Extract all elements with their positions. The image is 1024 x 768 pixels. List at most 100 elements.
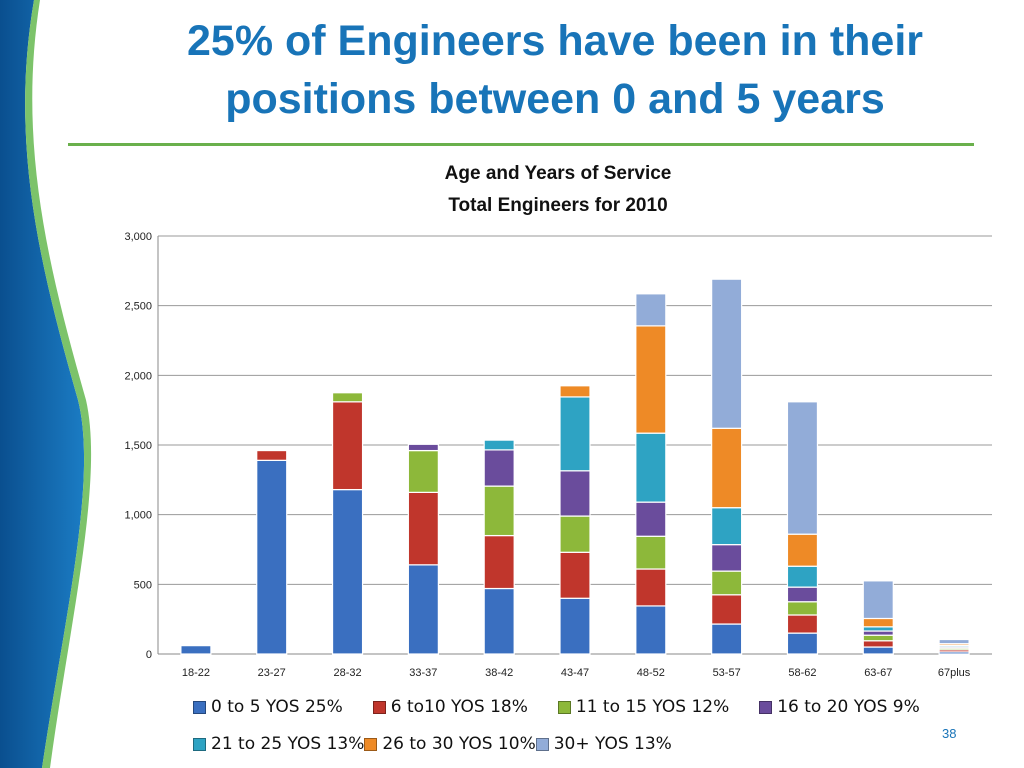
bar-segment: [635, 293, 667, 327]
legend-swatch: [759, 700, 773, 714]
y-tick-label: 2,000: [124, 370, 152, 382]
legend-item: 30+ YOS 13%: [535, 734, 672, 754]
bar-segment: [711, 623, 743, 655]
bar-segment: [711, 570, 743, 596]
bar-segment: [635, 432, 667, 503]
slide-title-line-2: positions between 0 and 5 years: [225, 75, 885, 123]
chart-title: Age and Years of Service: [445, 163, 672, 184]
legend-swatch: [372, 700, 386, 714]
bar-segment: [786, 614, 819, 634]
x-tick-label: 28-32: [333, 667, 361, 679]
y-tick-label: 1,500: [124, 440, 152, 452]
x-tick-label: 38-42: [485, 667, 513, 679]
decorative-wave: [0, 0, 92, 768]
bar-segment: [786, 601, 819, 616]
legend-row-1: 0 to 5 YOS 25% 6 to10 YOS 18% 11 to 15 YOS…: [193, 694, 920, 720]
bar-segment: [711, 594, 743, 625]
bar-segment: [862, 634, 894, 642]
slide-title: 25% of Engineers have been in their posi…: [90, 12, 1020, 128]
legend-swatch: [193, 737, 206, 751]
bar-segment: [407, 449, 439, 493]
bar-segment: [711, 544, 743, 572]
x-tick-label: 58-62: [788, 667, 816, 679]
bar-segment: [407, 564, 439, 655]
y-tick-label: 1,000: [124, 510, 152, 522]
bar-segment: [635, 568, 667, 607]
legend-label: 11 to 15 YOS 12%: [575, 697, 730, 717]
bar-segment: [862, 630, 894, 636]
x-tick-label: 43-47: [561, 667, 589, 679]
legend-swatch: [193, 700, 206, 714]
x-tick-label: 67plus: [938, 667, 971, 679]
bar-segment: [711, 278, 743, 429]
x-tick-label: 33-37: [409, 667, 437, 679]
x-tick-label: 63-67: [864, 667, 892, 679]
bar-segment: [407, 491, 439, 566]
y-tick-label: 2,500: [124, 301, 152, 313]
bar-segment: [862, 580, 894, 620]
bar-segment: [483, 485, 515, 537]
bar-segment: [407, 443, 439, 452]
legend-label: 21 to 25 YOS 13%: [211, 734, 365, 754]
bar-segment: [862, 617, 894, 628]
bar-segment: [938, 638, 970, 645]
x-tick-label: 48-52: [637, 667, 665, 679]
bar-segment: [559, 515, 591, 553]
bar-segment: [786, 565, 819, 588]
legend-label: 30+ YOS 13%: [553, 734, 672, 754]
bar-segment: [559, 385, 591, 398]
stacked-bar-chart: Age and Years of Service Total Engineers …: [124, 163, 992, 679]
legend-swatch: [535, 737, 549, 751]
legend-swatch: [364, 737, 378, 751]
bar-segment: [331, 488, 364, 655]
legend-item: 6 to10 YOS 18%: [372, 697, 528, 717]
slide-title-line-1: 25% of Engineers have been in their: [187, 17, 923, 65]
bar-segment: [331, 392, 364, 403]
bar-segment: [862, 626, 894, 632]
bar-segment: [331, 401, 364, 491]
legend-item: 16 to 20 YOS 9%: [759, 697, 920, 717]
legend-item: 11 to 15 YOS 12%: [557, 697, 730, 717]
legend-item: 26 to 30 YOS 10%: [364, 734, 536, 754]
x-tick-label: 53-57: [713, 667, 741, 679]
y-tick-label: 0: [146, 649, 152, 661]
bar-segment: [786, 401, 819, 535]
legend-label: 26 to 30 YOS 10%: [382, 734, 536, 754]
legend-label: 0 to 5 YOS 25%: [211, 697, 343, 717]
bar-segment: [711, 507, 743, 546]
bar-segment: [180, 645, 212, 655]
x-tick-label: 18-22: [182, 667, 210, 679]
bar-segment: [559, 597, 591, 655]
legend-label: 6 to10 YOS 18%: [390, 697, 528, 717]
bar-segment: [786, 533, 819, 567]
legend-label: 16 to 20 YOS 9%: [777, 697, 920, 717]
legend-item: 0 to 5 YOS 25%: [193, 697, 343, 717]
legend-row-2: 21 to 25 YOS 13% 26 to 30 YOS 10% 30+ YOS …: [193, 731, 672, 757]
bar-segment: [862, 640, 894, 648]
bar-segment: [559, 470, 591, 517]
bar-segment: [711, 427, 743, 509]
bar-segment: [786, 586, 819, 603]
y-tick-label: 500: [134, 579, 152, 591]
y-tick-label: 3,000: [124, 231, 152, 243]
bar-segment: [256, 449, 288, 461]
chart-subtitle: Total Engineers for 2010: [448, 195, 667, 216]
legend-swatch: [557, 700, 571, 714]
bar-segment: [483, 439, 515, 451]
bar-segment: [635, 501, 667, 537]
bar-segment: [559, 396, 591, 472]
bar-segment: [862, 646, 894, 655]
bar-segment: [635, 535, 667, 570]
bar-segment: [635, 325, 667, 434]
bar-segment: [559, 551, 591, 599]
bar-segment: [483, 449, 515, 487]
page-number: 38: [942, 726, 957, 741]
legend-item: 21 to 25 YOS 13%: [193, 734, 364, 754]
bar-segment: [256, 459, 288, 655]
bar-segment: [786, 632, 819, 655]
bar-segment: [635, 605, 667, 655]
bar-segment: [483, 534, 515, 590]
x-tick-label: 23-27: [258, 667, 286, 679]
title-divider: [68, 143, 974, 146]
bar-segment: [483, 587, 515, 655]
